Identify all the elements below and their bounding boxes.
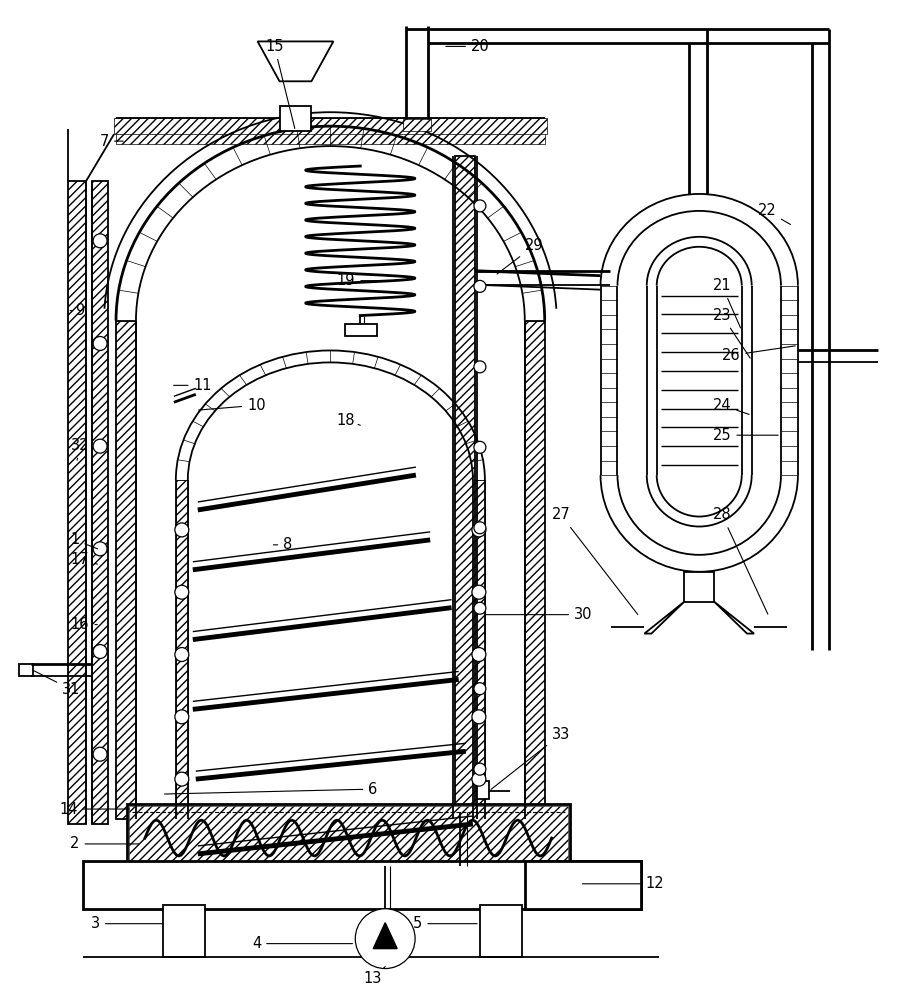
Circle shape xyxy=(472,523,486,537)
Bar xyxy=(84,861,641,909)
Circle shape xyxy=(474,522,486,534)
Circle shape xyxy=(474,763,486,775)
Circle shape xyxy=(93,542,107,556)
Text: 22: 22 xyxy=(757,203,790,224)
Text: 26: 26 xyxy=(722,346,795,363)
Bar xyxy=(524,321,545,819)
Text: 4: 4 xyxy=(252,936,353,951)
Bar xyxy=(68,181,86,824)
Bar xyxy=(524,861,641,909)
Bar xyxy=(455,156,475,819)
Text: 9: 9 xyxy=(70,303,84,318)
Bar xyxy=(116,321,136,819)
Bar xyxy=(403,119,431,131)
Circle shape xyxy=(472,648,486,661)
Text: 15: 15 xyxy=(265,39,295,128)
Text: 27: 27 xyxy=(551,507,638,614)
Text: 28: 28 xyxy=(713,507,768,614)
Polygon shape xyxy=(645,602,684,634)
Circle shape xyxy=(93,645,107,659)
Text: 30: 30 xyxy=(486,607,593,622)
Polygon shape xyxy=(258,41,333,81)
Text: 7: 7 xyxy=(100,134,123,149)
Text: 19: 19 xyxy=(337,273,387,288)
Text: 2: 2 xyxy=(70,836,139,851)
Bar xyxy=(684,572,714,602)
Text: 6: 6 xyxy=(164,782,377,797)
Circle shape xyxy=(472,710,486,724)
Bar xyxy=(129,806,568,864)
Circle shape xyxy=(93,234,107,248)
Circle shape xyxy=(93,747,107,761)
Bar xyxy=(480,905,522,957)
Bar xyxy=(163,905,205,957)
Polygon shape xyxy=(714,602,754,634)
Text: 11: 11 xyxy=(173,378,212,393)
Text: 17: 17 xyxy=(71,552,97,567)
Text: 18: 18 xyxy=(337,413,360,428)
Circle shape xyxy=(93,439,107,453)
Text: 12: 12 xyxy=(583,876,665,891)
Text: 29: 29 xyxy=(497,238,543,274)
Circle shape xyxy=(356,909,415,969)
Bar xyxy=(176,480,188,819)
Text: 21: 21 xyxy=(713,278,741,328)
Circle shape xyxy=(472,585,486,599)
Text: 14: 14 xyxy=(59,802,129,817)
Bar xyxy=(127,804,569,866)
Text: 25: 25 xyxy=(713,428,779,443)
Text: 32: 32 xyxy=(71,438,90,460)
Text: 3: 3 xyxy=(91,916,163,931)
Circle shape xyxy=(175,523,189,537)
Bar xyxy=(116,122,545,144)
Bar xyxy=(477,781,489,799)
Text: 31: 31 xyxy=(34,671,81,697)
Bar xyxy=(20,664,33,676)
Text: 8: 8 xyxy=(273,537,293,552)
Circle shape xyxy=(474,441,486,453)
Text: 23: 23 xyxy=(713,308,750,358)
Circle shape xyxy=(474,361,486,373)
Bar xyxy=(473,480,485,819)
Text: 1: 1 xyxy=(70,532,98,549)
Text: 33: 33 xyxy=(491,727,570,789)
Circle shape xyxy=(474,602,486,614)
Text: 24: 24 xyxy=(713,398,749,414)
Polygon shape xyxy=(374,923,397,949)
Circle shape xyxy=(474,683,486,695)
Bar xyxy=(279,106,312,131)
Circle shape xyxy=(175,648,189,661)
Circle shape xyxy=(474,280,486,292)
Text: 16: 16 xyxy=(71,617,97,632)
Circle shape xyxy=(175,585,189,599)
Bar xyxy=(92,181,108,824)
Circle shape xyxy=(175,772,189,786)
Circle shape xyxy=(474,200,486,212)
Bar xyxy=(346,324,377,336)
Text: 20: 20 xyxy=(445,39,489,54)
Circle shape xyxy=(175,710,189,724)
Text: 10: 10 xyxy=(198,398,266,413)
Text: 5: 5 xyxy=(413,916,477,931)
Circle shape xyxy=(472,772,486,786)
Text: 13: 13 xyxy=(364,967,385,986)
Bar xyxy=(114,118,547,134)
Circle shape xyxy=(93,337,107,350)
